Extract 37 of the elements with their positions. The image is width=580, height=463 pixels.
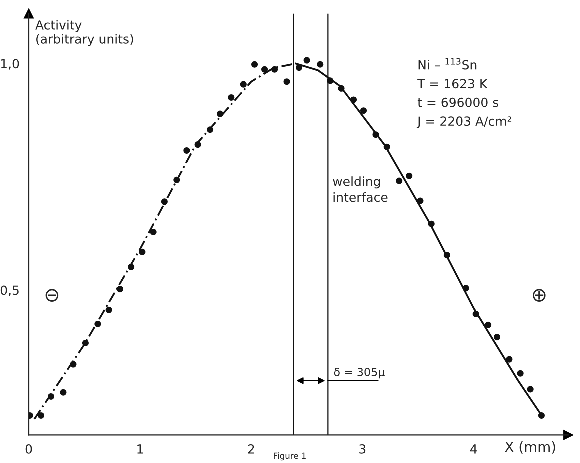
point xyxy=(494,334,500,341)
annotation: welding interface xyxy=(333,176,388,202)
point xyxy=(116,286,124,293)
y-tick-label: 0,5 xyxy=(0,286,19,296)
point xyxy=(396,178,403,184)
point xyxy=(139,248,146,256)
point xyxy=(262,66,268,73)
point xyxy=(60,389,67,396)
x-tick-label: 2 xyxy=(248,444,254,454)
point xyxy=(360,108,368,114)
point xyxy=(284,78,290,86)
x-tick-label: 4 xyxy=(470,444,478,454)
point xyxy=(38,412,44,419)
point xyxy=(517,370,524,377)
x-tick-label: 1 xyxy=(138,444,144,454)
annotation: δ = 305µ xyxy=(334,368,385,379)
point xyxy=(184,147,190,154)
point xyxy=(228,94,235,101)
point xyxy=(304,57,310,64)
caption: Figure 1 xyxy=(274,452,306,461)
annotation: Ni – $^{113}$Sn T = 1623 K t = 696000 s J = 2203 A/cm² xyxy=(416,58,512,128)
point xyxy=(317,61,324,68)
x-tick-label: 3 xyxy=(360,444,366,454)
annotation: ⊕ xyxy=(533,289,546,302)
point xyxy=(406,172,413,180)
point xyxy=(240,81,247,88)
point xyxy=(485,322,492,328)
y-tick-label: 1,0 xyxy=(1,59,20,70)
y-axis-title: Activity (arbitrary units) xyxy=(36,20,134,46)
point xyxy=(252,61,258,68)
point xyxy=(506,356,513,363)
annotation: ⊖ xyxy=(46,289,59,302)
x-tick-label: 0 xyxy=(26,444,32,454)
point xyxy=(150,229,157,236)
x-axis-title: X (mm) xyxy=(505,442,556,454)
point xyxy=(106,306,112,314)
point xyxy=(527,386,534,393)
